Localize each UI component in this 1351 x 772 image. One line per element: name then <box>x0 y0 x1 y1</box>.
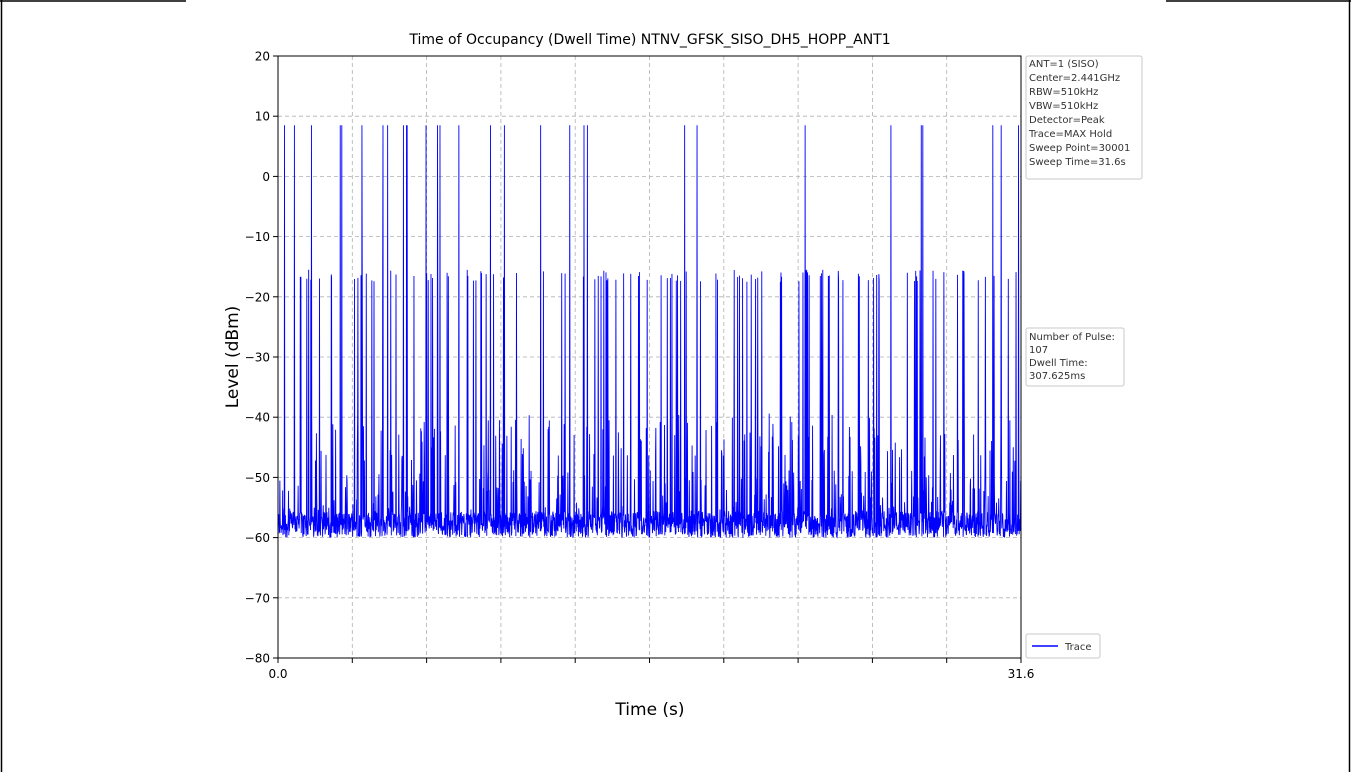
y-tick-label: 10 <box>255 110 270 124</box>
x-tick-label-1: 31.6 <box>1008 667 1035 681</box>
legend-label-trace: Trace <box>1064 642 1092 653</box>
chart-title: Time of Occupancy (Dwell Time) NTNV_GFSK… <box>408 32 890 48</box>
info-line: Sweep Time=31.6s <box>1029 157 1126 168</box>
result-line: Number of Pulse: <box>1029 332 1115 343</box>
y-tick-label: −20 <box>245 290 270 304</box>
info-line: Trace=MAX Hold <box>1028 129 1112 140</box>
result-line: 307.625ms <box>1029 371 1085 382</box>
series-trace <box>277 125 1022 539</box>
y-tick-label: −80 <box>245 652 270 666</box>
x-axis-ticks: 0.0 31.6 <box>268 658 1034 681</box>
y-axis-ticks: 20 10 0 −10 −20 −30 −40 −50 −60 −70 −80 <box>245 50 278 666</box>
y-tick-label: −40 <box>245 411 270 425</box>
dwell-result-box: Number of Pulse: 107 Dwell Time: 307.625… <box>1025 327 1125 387</box>
y-tick-label: −50 <box>245 471 270 485</box>
x-tick-label-0: 0.0 <box>268 667 287 681</box>
y-tick-label: −70 <box>245 591 270 605</box>
result-line: Dwell Time: <box>1029 358 1088 369</box>
trace-line <box>277 125 1022 539</box>
y-axis-label: Level (dBm) <box>223 306 243 409</box>
info-line: Center=2.441GHz <box>1029 73 1120 84</box>
result-line: 107 <box>1029 345 1048 356</box>
legend: Trace <box>1025 633 1101 659</box>
info-line: VBW=510kHz <box>1029 101 1098 112</box>
info-line: ANT=1 (SISO) <box>1029 59 1099 70</box>
info-line: Sweep Point=30001 <box>1029 143 1130 154</box>
y-tick-label: −10 <box>245 230 270 244</box>
y-tick-label: 20 <box>255 50 270 64</box>
y-tick-label: −30 <box>245 351 270 365</box>
settings-info-box: ANT=1 (SISO) Center=2.441GHz RBW=510kHz … <box>1025 55 1143 180</box>
grid-lines <box>278 55 1021 659</box>
info-line: RBW=510kHz <box>1029 87 1098 98</box>
info-line: Detector=Peak <box>1029 115 1105 126</box>
y-tick-label: −60 <box>245 531 270 545</box>
y-tick-label: 0 <box>262 170 270 184</box>
x-axis-label: Time (s) <box>614 700 684 720</box>
